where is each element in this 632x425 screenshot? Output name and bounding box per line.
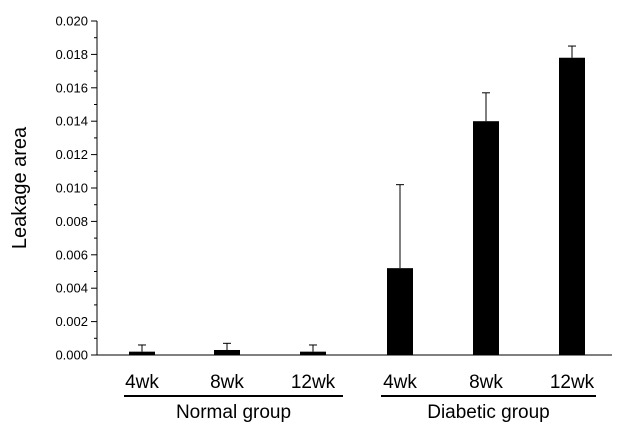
bar [387,268,413,355]
bar [214,349,240,355]
y-axis: 0.000 0.002 0.004 0.006 0.008 0.010 0.012 0.014… [55,14,98,363]
y-tick-label: 0.010 [55,181,88,196]
bar [129,351,155,355]
x-tick-label: 4wk [125,372,159,393]
bar [473,121,499,355]
y-tick-label: 0.016 [55,80,88,95]
group-label: Diabetic group [427,402,550,423]
y-tick-label: 0.002 [55,314,88,329]
bars [129,45,585,356]
x-tick-label: 8wk [210,372,244,393]
y-tick-label: 0.020 [55,14,88,29]
y-tick-label: 0.014 [55,114,88,129]
x-tick-label: 4wk [383,372,417,393]
x-tick-label: 8wk [469,372,503,393]
x-tick-label: 12wk [291,372,336,393]
y-tick-label: 0.018 [55,47,88,62]
bar [300,351,326,355]
y-axis-title: Leakage area [9,126,31,249]
bar [559,57,585,356]
y-tick-label: 0.006 [55,247,88,262]
y-tick-label: 0.004 [55,281,88,296]
group-label: Normal group [176,402,291,423]
x-tick-label: 12wk [550,372,595,393]
y-tick-label: 0.000 [55,348,88,363]
y-tick-label: 0.008 [55,214,88,229]
y-tick-label: 0.012 [55,147,88,162]
